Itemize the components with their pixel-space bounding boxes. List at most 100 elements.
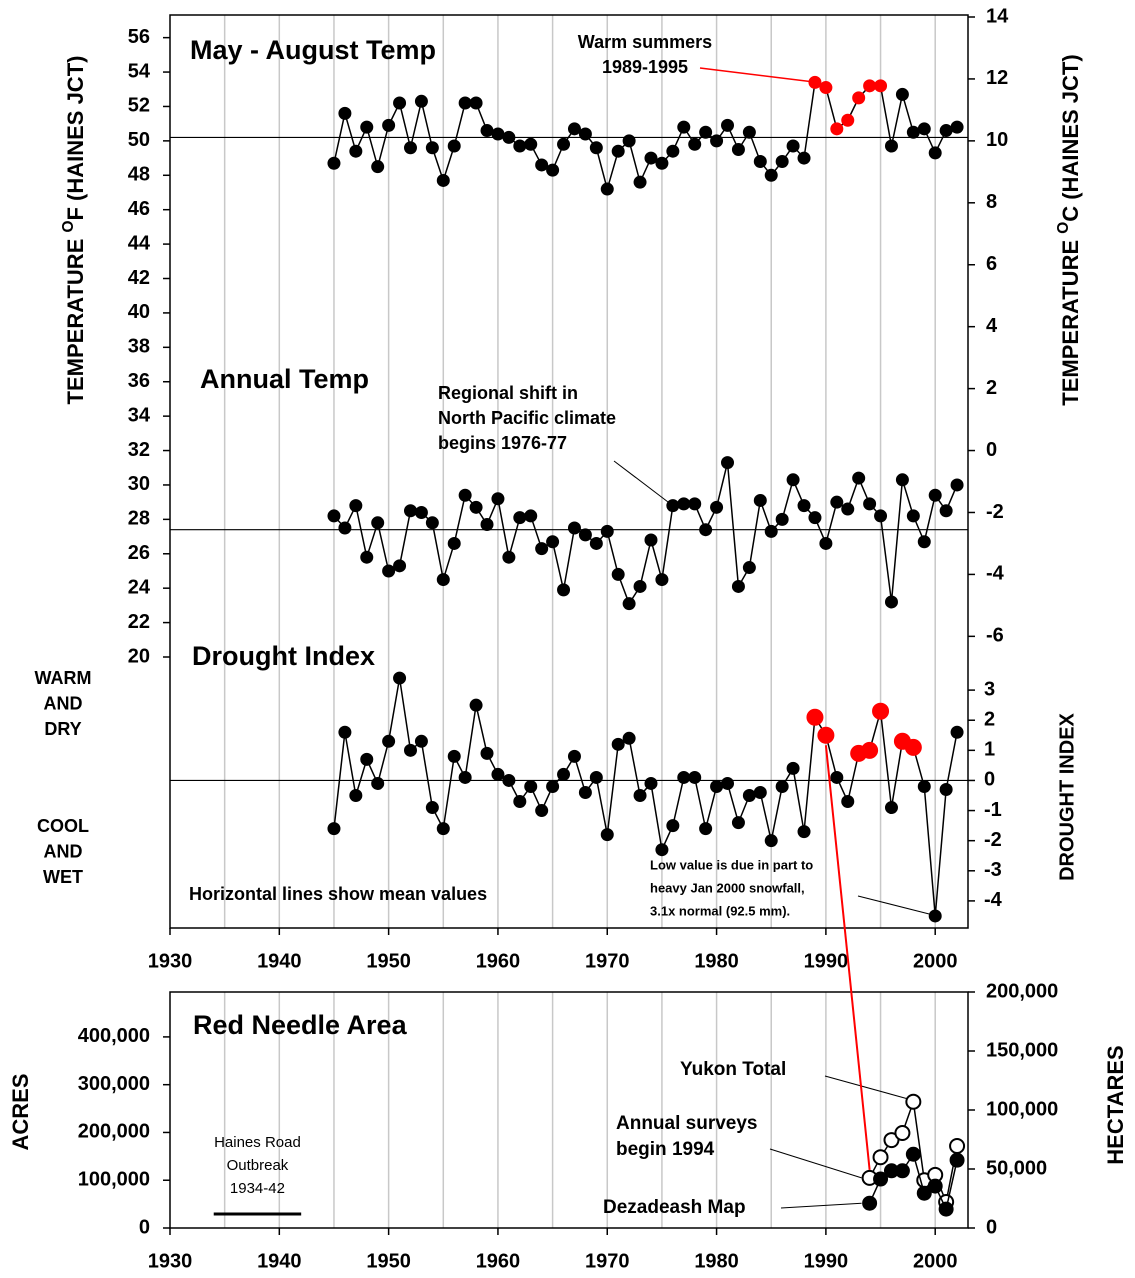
data-point: [447, 536, 461, 550]
annotation-text: Haines Road: [214, 1134, 301, 1151]
panel-title: Drought Index: [192, 641, 375, 671]
data-point: [611, 567, 625, 581]
x-tick-label: 1960: [476, 950, 521, 972]
data-point: [633, 789, 647, 803]
data-point: [894, 1125, 911, 1142]
data-point: [458, 488, 472, 502]
data-point: [808, 511, 822, 525]
data-point: [425, 141, 439, 155]
series-line: [333, 677, 958, 917]
data-point: [928, 146, 942, 160]
data-point: [327, 822, 341, 836]
data-point: [699, 822, 713, 836]
data-point: [699, 125, 713, 139]
data-point: [502, 130, 516, 144]
data-point: [731, 816, 745, 830]
data-point: [524, 137, 538, 151]
data-point: [852, 471, 866, 485]
data-point: [393, 96, 407, 110]
data-point: [578, 127, 592, 141]
data-point: [349, 789, 363, 803]
y-tick-label: 48: [128, 164, 150, 186]
data-point: [567, 749, 581, 763]
y2-tick-label: 4: [986, 315, 998, 337]
annotation-text: North Pacific climate: [438, 408, 616, 428]
annotation-text: 3.1x normal (92.5 mm).: [650, 903, 790, 918]
data-point: [830, 495, 844, 509]
data-point: [863, 497, 877, 511]
panel-title: May - August Temp: [190, 35, 436, 65]
data-point: [655, 843, 669, 857]
annotation-text: AND: [44, 693, 83, 713]
data-point: [491, 127, 505, 141]
x-tick-label: 1940: [257, 1250, 302, 1272]
y2-tick-label: 8: [986, 191, 997, 213]
highlight-point: [863, 79, 877, 93]
pointer-line: [824, 745, 871, 1170]
annotation-text: Low value is due in part to: [650, 857, 813, 872]
data-point: [764, 168, 778, 182]
data-point: [742, 789, 756, 803]
axis-label-part: O: [1055, 222, 1072, 234]
data-point: [938, 1201, 954, 1217]
data-point: [480, 518, 494, 532]
data-point: [458, 96, 472, 110]
highlight-point: [817, 726, 835, 744]
y-tick-label: 54: [128, 60, 151, 82]
data-point: [950, 120, 964, 134]
y-tick-label: 1: [984, 739, 995, 761]
x-tick-label: 1970: [585, 1250, 630, 1272]
data-point: [721, 776, 735, 790]
y2-tick-label: -2: [986, 501, 1004, 523]
pointer-line: [780, 1202, 862, 1209]
annotation-text: begin 1994: [616, 1139, 715, 1160]
y2-tick-label: 200,000: [986, 980, 1058, 1002]
data-point: [710, 779, 724, 793]
x-tick-label: 1950: [366, 950, 411, 972]
data-point: [458, 770, 472, 784]
data-point: [546, 779, 560, 793]
data-point: [688, 497, 702, 511]
plot-frame: [169, 14, 969, 929]
data-point: [895, 87, 909, 101]
data-point: [797, 825, 811, 839]
data-point: [622, 731, 636, 745]
data-point: [403, 743, 417, 757]
y-tick-label: 50: [128, 129, 150, 151]
data-point: [883, 1132, 900, 1149]
y2-tick-label: 10: [986, 129, 1008, 151]
data-point: [491, 492, 505, 506]
data-point: [414, 734, 428, 748]
y-tick-label: 42: [128, 267, 150, 289]
annotation-text: heavy Jan 2000 snowfall,: [650, 880, 805, 895]
pointer-line: [824, 1075, 908, 1100]
data-point: [502, 773, 516, 787]
y-tick-label: 0: [984, 769, 995, 791]
data-point: [905, 1093, 922, 1110]
data-point: [677, 770, 691, 784]
data-point: [841, 502, 855, 516]
data-point: [666, 144, 680, 158]
y-tick-label: 0: [139, 1216, 150, 1238]
data-point: [567, 521, 581, 535]
y2-tick-label: 14: [986, 5, 1009, 27]
data-point: [349, 144, 363, 158]
pointer-line: [857, 895, 930, 915]
annotation-text: Regional shift in: [438, 383, 578, 403]
x-tick-label: 1950: [366, 1250, 411, 1272]
data-point: [546, 535, 560, 549]
x-tick-label: 2000: [913, 950, 958, 972]
data-point: [436, 573, 450, 587]
annotation-text: DRY: [44, 719, 81, 739]
data-point: [338, 106, 352, 120]
data-point: [360, 550, 374, 564]
data-point: [731, 579, 745, 593]
data-point: [950, 725, 964, 739]
data-point: [469, 96, 483, 110]
y-tick-label: 32: [128, 439, 150, 461]
y-tick-label: 34: [128, 404, 151, 426]
series-line: [333, 81, 958, 192]
data-point: [622, 597, 636, 611]
data-point: [775, 512, 789, 526]
data-point: [655, 156, 669, 170]
